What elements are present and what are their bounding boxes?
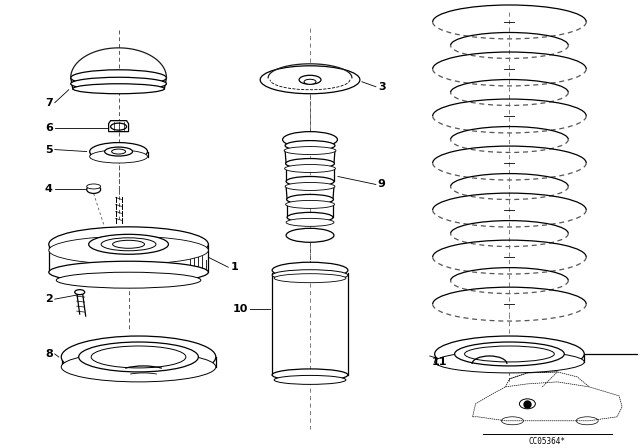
- Ellipse shape: [272, 369, 348, 381]
- Ellipse shape: [90, 150, 147, 163]
- Ellipse shape: [61, 336, 216, 378]
- Ellipse shape: [272, 270, 348, 281]
- Text: 2: 2: [45, 294, 52, 304]
- Ellipse shape: [274, 274, 346, 283]
- Ellipse shape: [104, 147, 132, 156]
- Ellipse shape: [274, 375, 346, 384]
- Ellipse shape: [111, 123, 127, 130]
- Ellipse shape: [111, 149, 125, 154]
- Ellipse shape: [286, 177, 334, 186]
- Ellipse shape: [287, 212, 333, 222]
- Ellipse shape: [299, 75, 321, 84]
- Ellipse shape: [260, 66, 360, 94]
- Ellipse shape: [286, 218, 334, 226]
- Text: 6: 6: [45, 123, 52, 133]
- Ellipse shape: [56, 272, 201, 288]
- Text: 4: 4: [45, 185, 52, 194]
- Ellipse shape: [286, 228, 334, 242]
- Ellipse shape: [73, 84, 164, 94]
- Ellipse shape: [285, 141, 335, 151]
- Ellipse shape: [71, 70, 166, 86]
- Ellipse shape: [49, 227, 209, 262]
- Ellipse shape: [89, 234, 168, 254]
- Text: 3: 3: [378, 82, 385, 92]
- Ellipse shape: [49, 261, 209, 283]
- Ellipse shape: [465, 346, 554, 362]
- Ellipse shape: [49, 236, 209, 264]
- Ellipse shape: [86, 184, 100, 189]
- Ellipse shape: [75, 290, 84, 295]
- Text: 11: 11: [432, 357, 447, 367]
- Ellipse shape: [91, 346, 186, 368]
- Ellipse shape: [86, 185, 100, 194]
- Ellipse shape: [283, 132, 337, 147]
- Ellipse shape: [285, 164, 335, 172]
- Text: 1: 1: [230, 262, 238, 272]
- Ellipse shape: [113, 240, 145, 248]
- Ellipse shape: [284, 146, 336, 155]
- Polygon shape: [109, 121, 129, 132]
- Ellipse shape: [435, 336, 584, 372]
- Ellipse shape: [90, 142, 147, 160]
- Text: 9: 9: [378, 180, 386, 190]
- Ellipse shape: [285, 182, 335, 190]
- Text: 10: 10: [233, 304, 248, 314]
- Ellipse shape: [285, 159, 335, 168]
- Text: 8: 8: [45, 349, 52, 359]
- Ellipse shape: [304, 79, 316, 84]
- Text: 5: 5: [45, 145, 52, 155]
- Ellipse shape: [71, 77, 166, 90]
- Ellipse shape: [435, 351, 584, 373]
- Ellipse shape: [454, 342, 564, 366]
- Text: 7: 7: [45, 98, 52, 108]
- Ellipse shape: [285, 200, 335, 208]
- Ellipse shape: [61, 352, 216, 382]
- Ellipse shape: [272, 262, 348, 278]
- Ellipse shape: [101, 238, 156, 251]
- Ellipse shape: [79, 342, 198, 372]
- Text: CC05364*: CC05364*: [529, 437, 566, 446]
- Ellipse shape: [287, 194, 333, 204]
